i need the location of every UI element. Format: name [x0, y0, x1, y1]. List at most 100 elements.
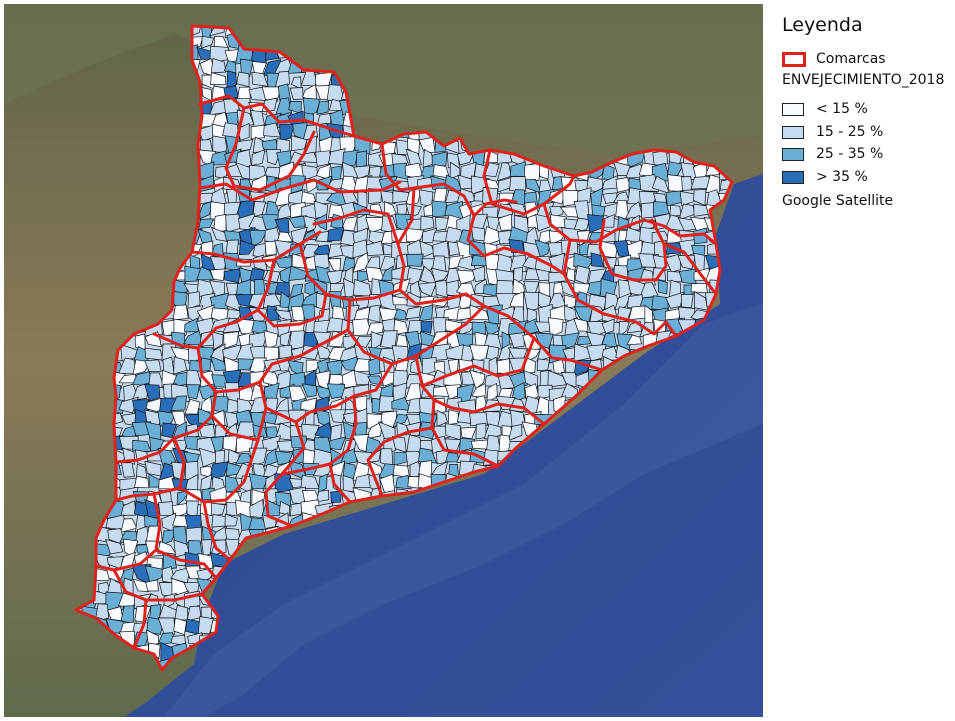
- municipality-polygon: [586, 280, 605, 297]
- legend-class-item: < 15 %: [782, 99, 868, 119]
- municipality-polygon: [471, 321, 486, 335]
- comarca-boundary: [264, 462, 332, 528]
- municipality-polygon: [105, 538, 124, 555]
- municipality-polygon: [161, 422, 178, 439]
- municipality-polygon: [288, 215, 307, 228]
- municipality-polygon: [667, 270, 682, 283]
- comarca-boundary-swatch: [782, 51, 806, 67]
- municipality-polygon: [279, 123, 295, 142]
- municipality-polygon: [161, 529, 177, 545]
- municipality-polygon: [264, 240, 277, 256]
- municipality-polygon: [677, 254, 697, 270]
- comarca-boundary: [258, 380, 306, 476]
- municipality-polygon: [590, 252, 605, 268]
- municipality-polygon: [447, 409, 460, 426]
- legend-item-comarcas[interactable]: Comarcas: [782, 49, 886, 69]
- municipality-polygon: [226, 308, 243, 320]
- comarca-boundary: [132, 598, 148, 650]
- municipality-polygon: [353, 165, 371, 180]
- municipality-polygon: [223, 331, 240, 349]
- municipality-polygon: [601, 304, 620, 324]
- municipality-polygon: [315, 385, 331, 402]
- municipality-polygon: [548, 317, 564, 338]
- municipality-polygon: [301, 383, 318, 398]
- municipality-polygon: [681, 175, 694, 191]
- municipality-polygon: [275, 97, 293, 116]
- municipality-polygon: [405, 306, 422, 320]
- municipality-polygon: [120, 500, 137, 516]
- municipality-polygon: [618, 279, 632, 299]
- municipality-polygon: [329, 436, 347, 451]
- class-swatch: [782, 170, 804, 184]
- municipality-polygon: [449, 161, 461, 180]
- comarca-boundary: [366, 426, 434, 498]
- municipality-polygon: [523, 291, 542, 312]
- municipality-polygon: [250, 110, 265, 130]
- municipality-polygon: [370, 331, 383, 351]
- comarca-boundary: [482, 148, 576, 216]
- comarca-boundary: [562, 238, 678, 338]
- municipality-polygon: [470, 226, 486, 242]
- municipality-polygon: [509, 176, 527, 192]
- municipality-polygon: [158, 501, 174, 517]
- municipality-polygon: [327, 226, 345, 242]
- comarca-boundary: [94, 492, 162, 572]
- comarca-boundary: [298, 242, 402, 302]
- municipality-polygon: [393, 308, 409, 321]
- municipality-polygon: [496, 253, 514, 273]
- municipality-polygon: [552, 358, 566, 374]
- legend-class-item: > 35 %: [782, 167, 868, 187]
- municipality-polygon: [601, 332, 618, 348]
- municipality-polygon: [209, 268, 226, 281]
- municipality-polygon: [573, 217, 590, 232]
- class-label: 25 - 35 %: [816, 146, 884, 162]
- comarca-boundary: [154, 548, 218, 580]
- map-canvas[interactable]: [4, 4, 763, 717]
- municipality-polygon: [261, 86, 282, 102]
- municipality-polygon: [144, 565, 165, 583]
- municipality-polygon: [664, 253, 681, 273]
- municipality-polygon: [460, 426, 477, 440]
- municipality-polygon: [170, 395, 188, 412]
- municipality-polygon: [185, 461, 199, 481]
- municipality-polygon: [577, 187, 592, 205]
- municipality-polygon: [144, 384, 161, 402]
- municipality-polygon: [172, 525, 188, 545]
- municipality-polygon: [275, 491, 292, 507]
- municipality-polygon: [226, 70, 237, 90]
- coastal-shelf: [164, 304, 763, 717]
- municipality-polygon: [223, 268, 242, 284]
- municipality-polygon: [431, 151, 448, 169]
- municipality-polygon: [121, 462, 135, 478]
- legend-layer-title[interactable]: ENVEJECIMIENTO_2018: [782, 72, 945, 88]
- municipality-polygon: [340, 216, 358, 232]
- municipality-polygon: [339, 448, 358, 466]
- municipality-polygon: [523, 162, 541, 181]
- municipality-polygon: [145, 579, 159, 592]
- municipality-polygon: [690, 283, 708, 294]
- municipality-polygon: [534, 239, 551, 258]
- comarca-boundary: [114, 486, 182, 502]
- municipality-polygon: [196, 266, 215, 281]
- municipality-polygon: [469, 344, 490, 363]
- municipality-polygon: [276, 231, 293, 243]
- map-svg[interactable]: [4, 4, 763, 717]
- municipality-polygon: [679, 190, 697, 207]
- municipality-polygon: [200, 357, 212, 372]
- comarca-boundary: [152, 258, 276, 350]
- comarca-boundary: [190, 230, 322, 264]
- municipality-polygon: [430, 343, 451, 361]
- municipality-polygon: [186, 384, 201, 400]
- comarcas-layer: [74, 24, 734, 672]
- municipality-polygon: [496, 358, 511, 374]
- municipality-polygon: [448, 255, 464, 270]
- municipality-polygon: [355, 150, 368, 169]
- legend-basemap-label[interactable]: Google Satellite: [782, 193, 894, 209]
- municipality-polygon: [211, 409, 226, 428]
- municipality-polygon: [367, 304, 381, 323]
- municipality-polygon: [315, 489, 330, 503]
- municipality-polygon: [356, 213, 369, 234]
- municipality-polygon: [222, 435, 238, 453]
- municipality-polygon: [395, 474, 412, 490]
- municipality-polygon: [210, 58, 227, 74]
